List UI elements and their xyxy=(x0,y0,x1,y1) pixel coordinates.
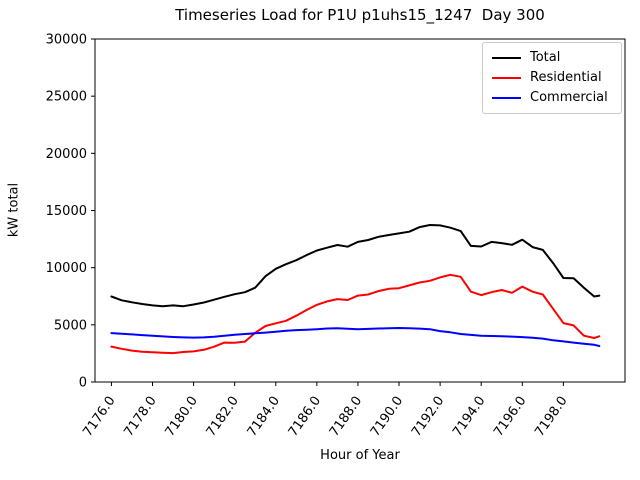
legend-label-commercial: Commercial xyxy=(530,90,608,105)
y-tick-label: 15000 xyxy=(46,204,87,219)
x-tick-label: 7180.0 xyxy=(162,394,200,440)
legend-entry-residential: Residential xyxy=(492,71,612,85)
commercial-line xyxy=(110,327,601,347)
y-tick-label: 25000 xyxy=(46,90,87,105)
residential-line xyxy=(110,273,601,355)
y-axis-label: kW total xyxy=(6,182,22,238)
x-tick-label: 7178.0 xyxy=(121,394,159,440)
legend-entry-total: Total xyxy=(492,51,612,65)
x-tick-label: 7194.0 xyxy=(450,394,488,440)
total-line-swatch xyxy=(492,57,521,59)
series-lines xyxy=(110,224,601,355)
y-axis-ticks: 0 5000 10000 15000 20000 25000 30000 xyxy=(46,33,95,391)
legend-label-total: Total xyxy=(530,50,561,65)
x-tick-label: 7186.0 xyxy=(286,394,324,440)
legend: Total Residential Commercial xyxy=(482,42,622,114)
x-tick-label: 7176.0 xyxy=(80,394,118,440)
legend-entry-commercial: Commercial xyxy=(492,91,612,105)
y-tick-label: 0 xyxy=(79,376,87,391)
legend-label-residential: Residential xyxy=(530,70,602,85)
commercial-line-swatch xyxy=(492,97,521,99)
x-tick-label: 7190.0 xyxy=(368,394,406,440)
x-tick-label: 7198.0 xyxy=(532,394,570,440)
y-tick-label: 10000 xyxy=(46,261,87,276)
chart-title: Timeseries Load for P1U p1uhs15_1247 Day… xyxy=(175,6,545,24)
total-line xyxy=(110,224,601,308)
x-axis-label: Hour of Year xyxy=(320,448,400,463)
x-tick-label: 7196.0 xyxy=(491,394,529,440)
y-tick-label: 20000 xyxy=(46,147,87,162)
x-tick-label: 7184.0 xyxy=(245,394,283,440)
y-tick-label: 30000 xyxy=(46,33,87,48)
x-tick-label: 7188.0 xyxy=(327,394,365,440)
x-tick-label: 7192.0 xyxy=(409,394,447,440)
x-axis-ticks: 7176.0 7178.0 7180.0 7182.0 7184.0 7186.0 7188… xyxy=(80,382,571,440)
residential-line-swatch xyxy=(492,77,521,79)
x-tick-label: 7182.0 xyxy=(204,394,242,440)
y-tick-label: 5000 xyxy=(54,318,87,333)
